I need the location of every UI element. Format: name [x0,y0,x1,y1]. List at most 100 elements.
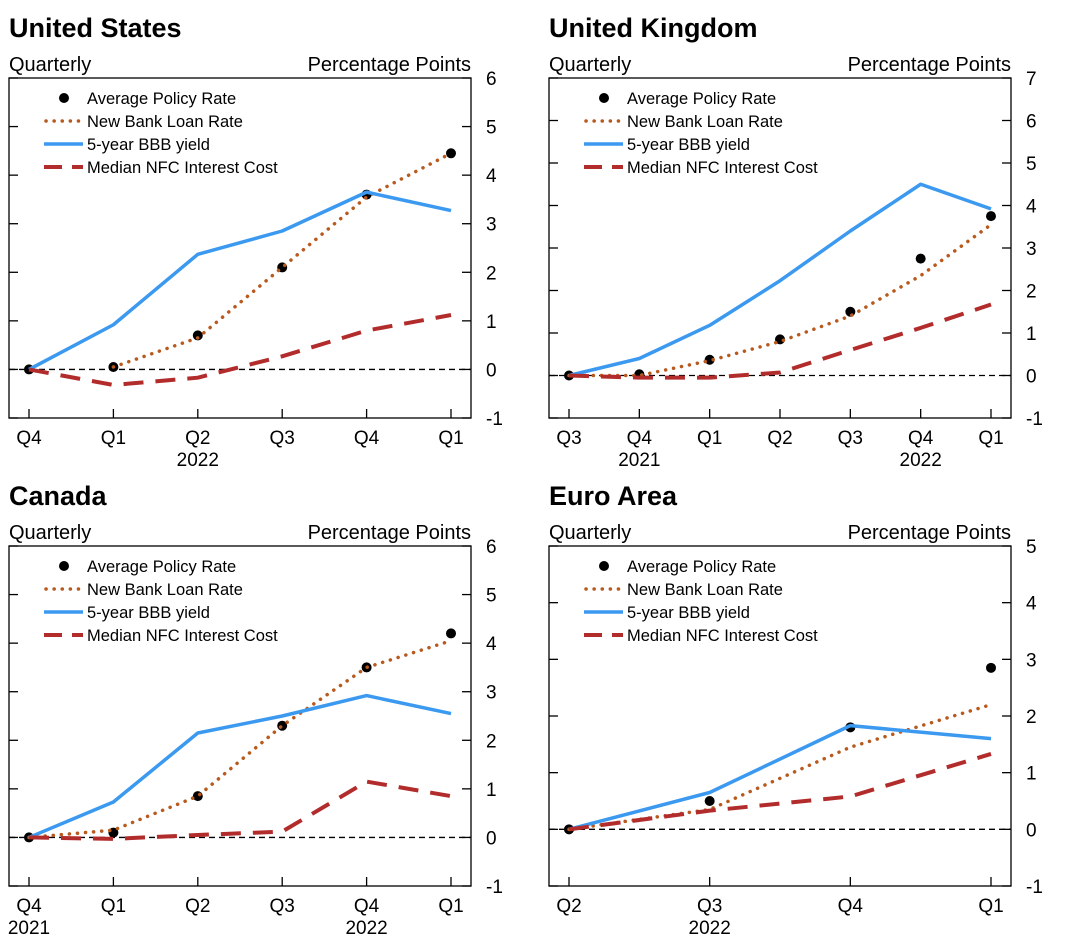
series-line-new-bank-loan-rate [567,222,993,378]
y-tick-label: 2 [486,263,497,284]
y-tick-label: 6 [1026,112,1037,133]
legend-label-new-bank-loan-rate: New Bank Loan Rate [87,113,243,131]
legend-label-5-year-bbb-yield: 5-year BBB yield [87,604,210,622]
y-tick-label: -1 [486,409,503,430]
y-tick-label: 3 [1026,239,1037,260]
x-tick-label: Q2 [767,428,792,449]
chart-title: United States [9,13,182,43]
x-tick-label: Q1 [101,896,126,917]
chart-title: United Kingdom [549,13,757,43]
chart-united-kingdom: United Kingdom Quarterly Percentage Points… [548,13,1043,471]
x-tick-label: Q3 [270,896,295,917]
y-tick-label: 5 [1026,154,1037,175]
frequency-label: Quarterly [9,54,91,76]
y-tick-label: -1 [1026,877,1043,898]
x-tick-label: Q1 [101,428,126,449]
chart-panel-united-states: United States Quarterly Percentage Points -… [0,0,540,471]
data-point-average-policy-rate [192,330,203,341]
series-line-5-year-bbb-yield [568,182,992,378]
y-tick-label: 0 [486,360,497,381]
data-point-average-policy-rate [446,628,456,639]
series-line-median-nfc-interest-cost [568,752,992,832]
y-tick-label: 3 [1026,650,1037,671]
data-point-average-policy-rate [915,253,926,264]
frequency-label: Quarterly [549,522,631,544]
x-tick-label: Q1 [978,428,1003,449]
x-tick-label: Q4 [16,428,42,449]
y-tick-label: 4 [1026,594,1037,615]
legend-label-average-policy-rate: Average Policy Rate [87,90,236,108]
x-tick-label: Q4 [354,428,380,449]
legend: Average Policy Rate New Bank Loan Rate 5-y… [584,558,818,645]
y-tick-label: 0 [486,828,497,849]
unit-label: Percentage Points [848,54,1011,76]
x-year-label: 2022 [900,450,942,471]
x-tick-label: Q4 [627,428,653,449]
series-line-new-bank-loan-rate [111,151,453,369]
y-tick-label: 0 [1026,820,1037,841]
y-tick-label: 1 [486,312,497,333]
legend-swatch-average-policy-rate [59,93,69,103]
y-tick-label: 5 [486,118,497,139]
unit-label: Percentage Points [308,522,471,544]
x-tick-label: Q2 [185,428,210,449]
y-tick-label: 6 [486,537,497,558]
legend-label-median-nfc-interest-cost: Median NFC Interest Cost [87,159,278,177]
x-year-label: 2021 [8,918,50,937]
x-tick-label: Q4 [908,428,934,449]
y-tick-label: 3 [486,683,497,704]
chart-panel-canada: Canada Quarterly Percentage Points -1 0 1 2 3 4 5… [0,468,540,937]
legend-label-median-nfc-interest-cost: Median NFC Interest Cost [627,627,818,645]
frequency-label: Quarterly [549,54,631,76]
data-point-average-policy-rate [704,796,715,806]
data-point-average-policy-rate [192,791,203,802]
legend-label-average-policy-rate: Average Policy Rate [627,90,776,108]
y-tick-label: 1 [486,780,497,801]
plot-frame [8,545,472,887]
y-tick-label: 4 [1026,197,1037,218]
y-tick-label: 7 [1026,69,1037,90]
x-tick-label: Q1 [978,896,1003,917]
x-year-label: 2022 [689,918,731,937]
legend-label-new-bank-loan-rate: New Bank Loan Rate [627,113,783,131]
y-tick-label: 2 [1026,282,1037,303]
plot-frame [8,77,472,419]
y-tick-label: 6 [486,69,497,90]
x-tick-label: Q4 [838,896,864,917]
x-tick-label: Q3 [838,428,863,449]
chart-panel-euro-area: Euro Area Quarterly Percentage Points -1 0 1 2… [540,468,1080,937]
chart-euro-area: Euro Area Quarterly Percentage Points -1 0 1 2… [548,481,1043,937]
x-tick-label: Q4 [16,896,42,917]
series-line-new-bank-loan-rate [567,702,993,832]
legend-label-5-year-bbb-yield: 5-year BBB yield [627,604,750,622]
legend: Average Policy Rate New Bank Loan Rate 5-y… [44,558,278,645]
data-point-average-policy-rate [775,334,785,345]
y-tick-label: -1 [1026,409,1043,430]
y-tick-label: 2 [1026,707,1037,728]
x-year-label: 2021 [618,450,660,471]
y-tick-label: 4 [486,166,497,187]
legend-label-new-bank-loan-rate: New Bank Loan Rate [87,581,243,599]
data-point-average-policy-rate [986,211,996,222]
series-line-median-nfc-interest-cost [568,302,992,380]
x-year-label: 2022 [345,918,387,937]
series-line-median-nfc-interest-cost [28,313,452,387]
series-line-new-bank-loan-rate [27,638,453,840]
legend-label-average-policy-rate: Average Policy Rate [87,558,236,576]
y-tick-label: 1 [1026,764,1037,785]
x-tick-label: Q2 [185,896,210,917]
legend-label-median-nfc-interest-cost: Median NFC Interest Cost [627,159,818,177]
data-point-average-policy-rate [704,354,715,365]
chart-united-states: United States Quarterly Percentage Points -… [8,13,503,471]
x-tick-label: Q1 [438,428,463,449]
data-point-average-policy-rate [986,662,996,673]
legend: Average Policy Rate New Bank Loan Rate 5-y… [584,90,818,177]
series-line-5-year-bbb-yield [28,693,452,840]
chart-panel-united-kingdom: United Kingdom Quarterly Percentage Points… [540,0,1080,471]
legend-label-median-nfc-interest-cost: Median NFC Interest Cost [87,627,278,645]
legend-label-5-year-bbb-yield: 5-year BBB yield [87,136,210,154]
data-point-average-policy-rate [446,148,456,159]
y-tick-label: 0 [1026,367,1037,388]
y-tick-label: 2 [486,731,497,752]
x-tick-label: Q2 [556,896,581,917]
